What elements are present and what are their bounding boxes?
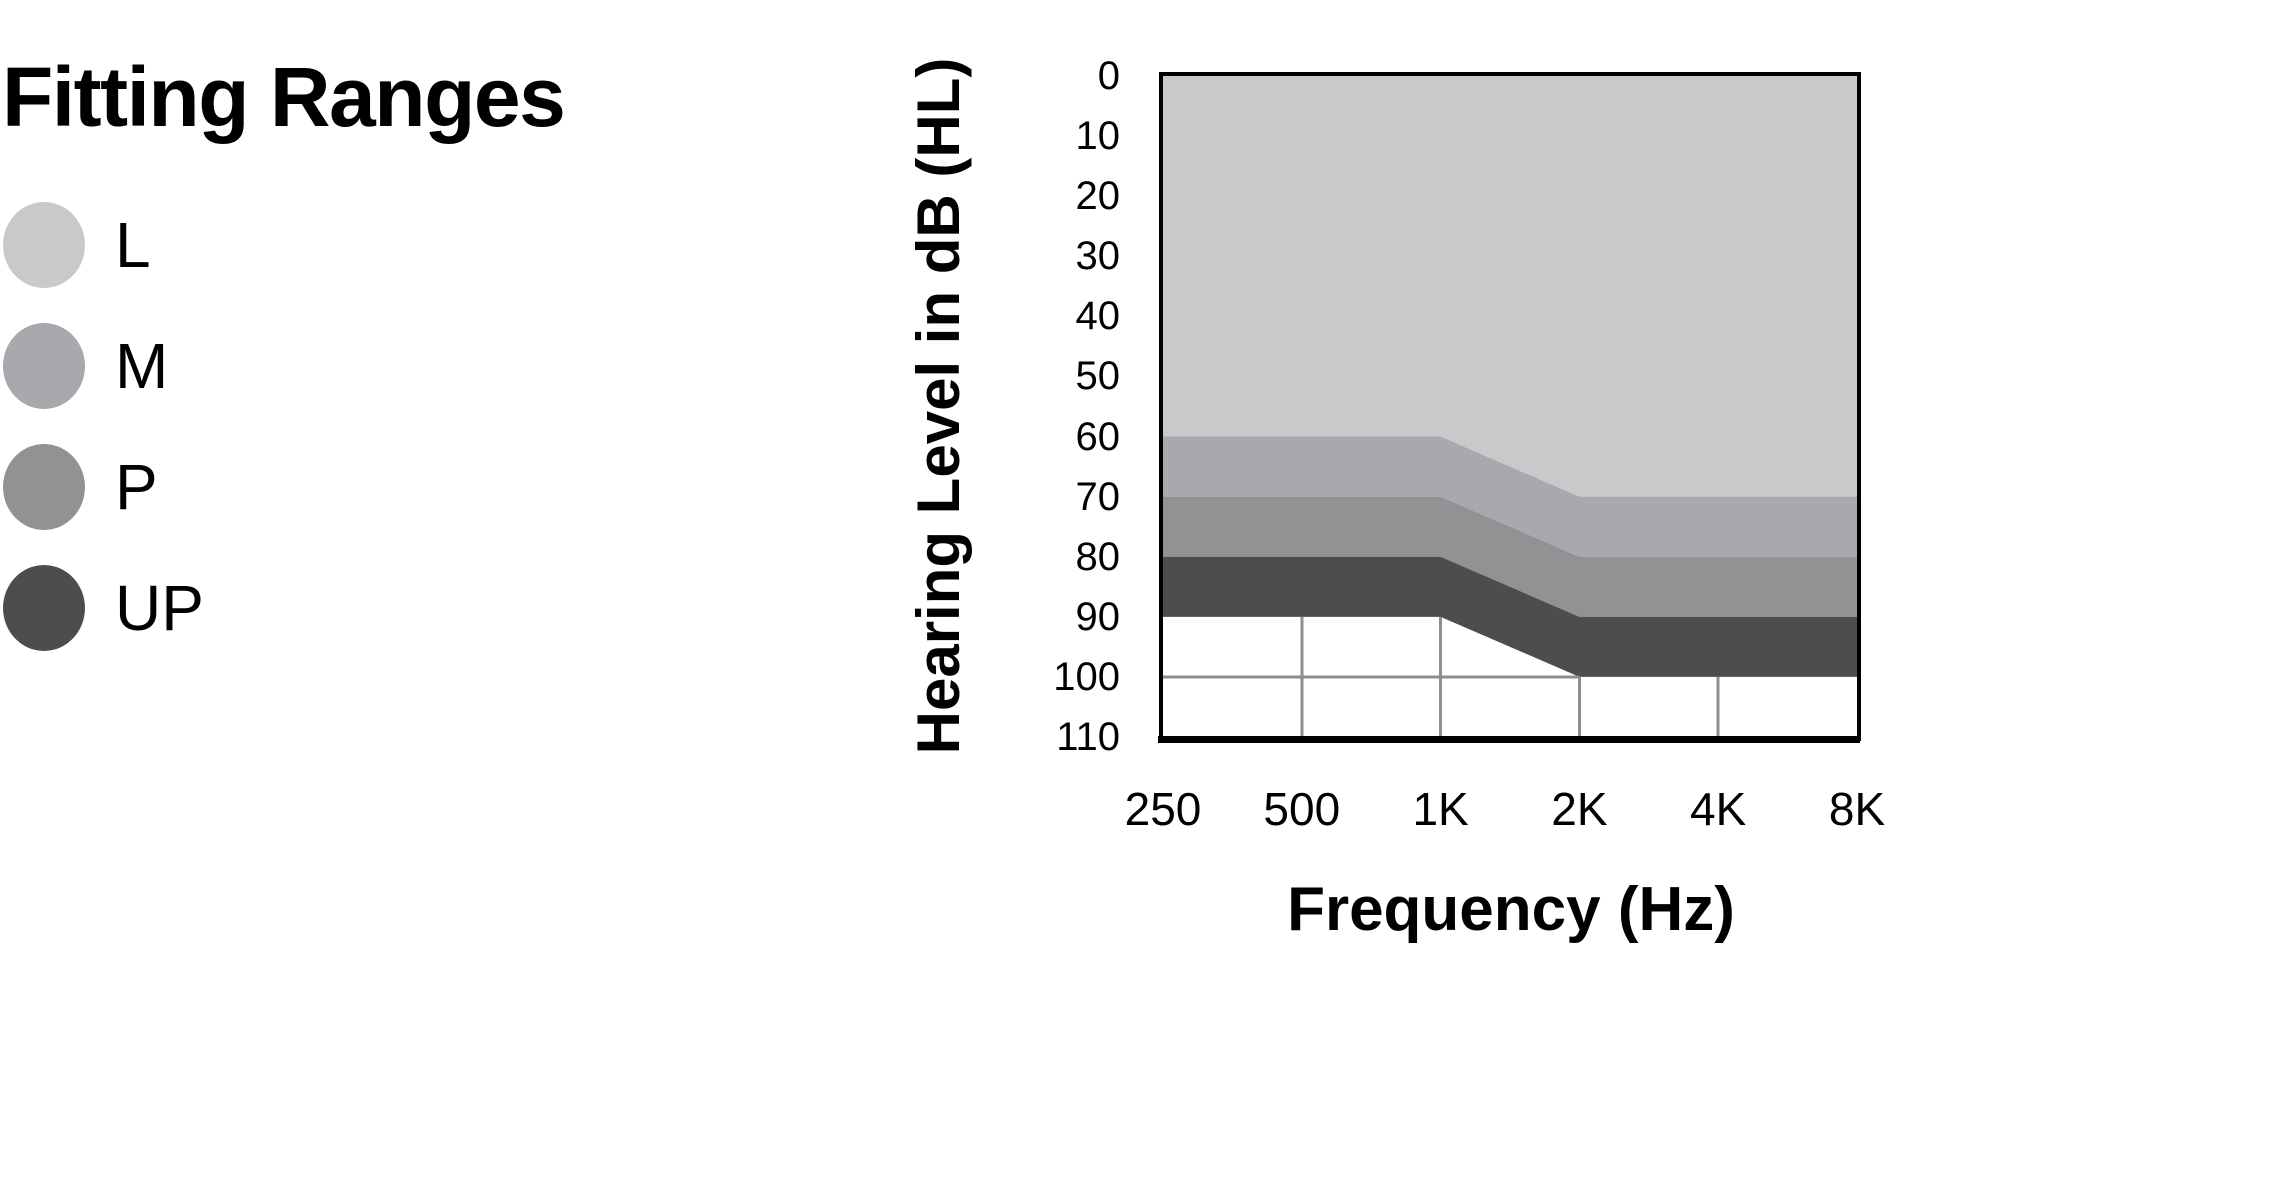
x-tick-label-2K: 2K (1551, 783, 1608, 835)
y-tick-label-20: 20 (1075, 174, 1121, 219)
legend-item-label: P (115, 451, 158, 523)
x-tick-label-8K: 8K (1828, 783, 1886, 835)
y-tick-label-70: 70 (1075, 474, 1121, 519)
legend-swatch-up (3, 565, 85, 651)
band-up (1163, 556, 1857, 677)
y-tick-label-80: 80 (1075, 534, 1121, 579)
x-tick-label-500: 500 (1263, 783, 1341, 835)
y-tick-label-90: 90 (1075, 594, 1121, 639)
y-axis-title: Hearing Level in dB (HL) (905, 57, 972, 755)
y-tick-label-30: 30 (1075, 234, 1121, 279)
x-tick-label-1K: 1K (1412, 783, 1469, 835)
legend-title: Fitting Ranges (2, 50, 566, 144)
band-p (1163, 496, 1857, 617)
legend-swatch-m (3, 323, 85, 409)
legend-item-label: L (115, 209, 151, 281)
y-tick-label-100: 100 (1053, 654, 1120, 699)
y-tick-label-60: 60 (1075, 414, 1121, 459)
legend-item-p: P (3, 444, 158, 530)
legend-swatch-l (3, 202, 85, 288)
plot-svg (1158, 72, 1861, 743)
y-tick-label-0: 0 (1097, 54, 1120, 98)
band-l (1163, 76, 1857, 497)
y-tick-label-40: 40 (1075, 294, 1121, 339)
legend-item-label: UP (115, 572, 204, 644)
legend-item-up: UP (3, 565, 204, 651)
legend-item-m: M (3, 323, 168, 409)
x-axis-title: Frequency (Hz) (1287, 875, 1735, 944)
x-tick-label-4K: 4K (1690, 783, 1747, 835)
y-tick-label-50: 50 (1075, 354, 1121, 399)
legend-item-label: M (115, 330, 169, 402)
y-tick-label-110: 110 (1056, 715, 1120, 759)
x-tick-label-250: 250 (1124, 783, 1202, 835)
band-m (1163, 436, 1857, 557)
legend-item-l: L (3, 202, 151, 288)
y-tick-label-10: 10 (1075, 114, 1121, 159)
legend-swatch-p (3, 444, 85, 530)
